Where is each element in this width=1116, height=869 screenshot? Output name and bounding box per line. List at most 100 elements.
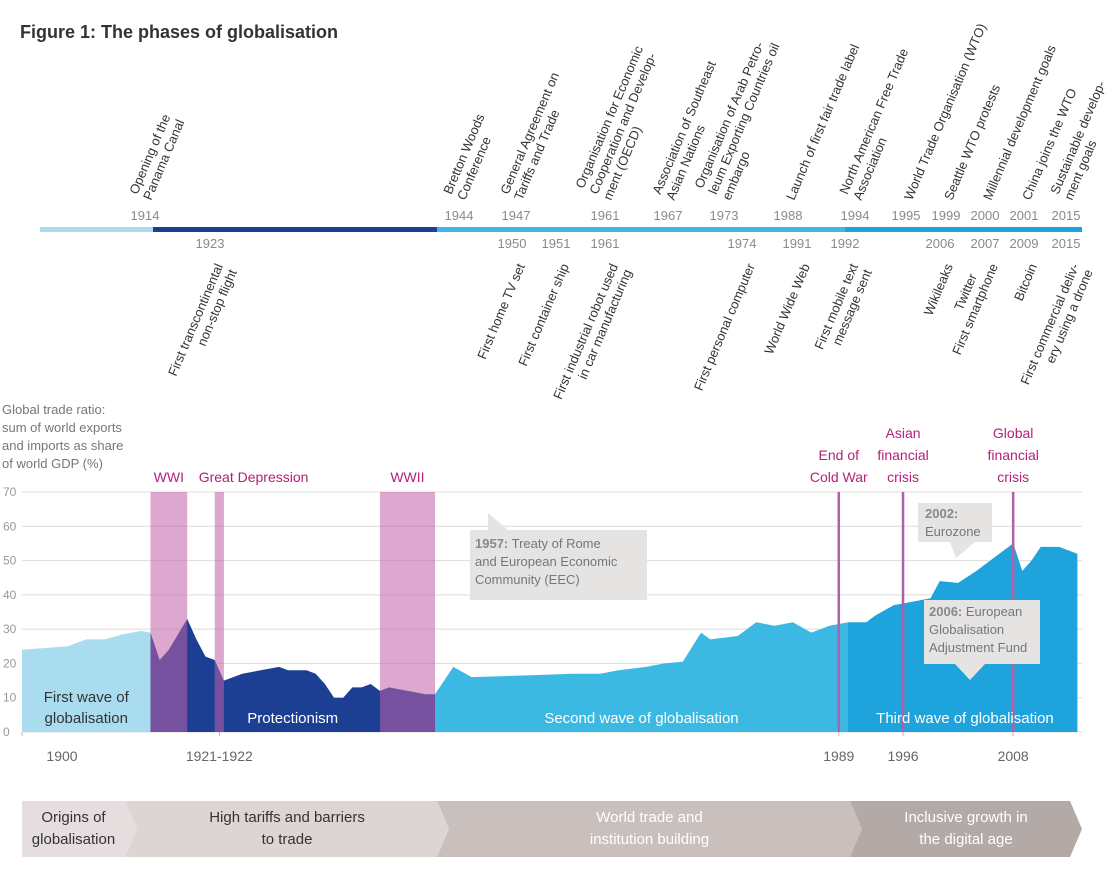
event-band bbox=[214, 492, 224, 732]
timeline-year: 1951 bbox=[542, 236, 571, 251]
timeline-year: 1988 bbox=[774, 208, 803, 223]
phase-arrow bbox=[125, 801, 449, 857]
y-tick-label: 70 bbox=[3, 485, 17, 499]
y-tick-label: 50 bbox=[3, 554, 17, 568]
timeline-year: 2000 bbox=[971, 208, 1000, 223]
annotation-pointer bbox=[955, 664, 985, 680]
timeline-event: First home TV set bbox=[474, 261, 528, 361]
annotation-line: Community (EEC) bbox=[475, 572, 580, 587]
timeline-bar bbox=[40, 227, 153, 232]
annotation-line: Treaty of Rome bbox=[512, 536, 601, 551]
x-tick-label: 1921-1922 bbox=[186, 748, 253, 764]
timeline-label: Wikileaks bbox=[921, 261, 956, 318]
timeline-event: World Wide Web bbox=[761, 261, 813, 356]
y-tick-label: 60 bbox=[3, 519, 17, 533]
y-tick-label: 20 bbox=[3, 656, 17, 670]
timeline-year: 2009 bbox=[1010, 236, 1039, 251]
period-label: Protectionism bbox=[247, 710, 338, 727]
y-tick-label: 10 bbox=[3, 691, 17, 705]
y-axis-label: of world GDP (%) bbox=[2, 456, 103, 471]
timeline-bar bbox=[437, 227, 845, 232]
annotation-text: 1957: Treaty of Rome bbox=[475, 536, 601, 551]
timeline-year: 1974 bbox=[728, 236, 757, 251]
annotation-line: Adjustment Fund bbox=[929, 640, 1027, 655]
event-label: financial bbox=[987, 447, 1038, 463]
event-label: Cold War bbox=[810, 469, 868, 485]
figure-title: Figure 1: The phases of globalisation bbox=[20, 22, 338, 42]
annotation-text: 2006: European bbox=[929, 604, 1022, 619]
timeline-year: 1973 bbox=[710, 208, 739, 223]
timeline-year: 1999 bbox=[932, 208, 961, 223]
phase-arrow bbox=[850, 801, 1082, 857]
x-tick-label: 1900 bbox=[46, 748, 77, 764]
timeline-label: First container ship bbox=[515, 261, 572, 368]
annotation: 2002: Eurozone bbox=[918, 503, 992, 558]
timeline-year: 1947 bbox=[502, 208, 531, 223]
timeline-year: 1991 bbox=[783, 236, 812, 251]
timeline-label: First home TV set bbox=[474, 261, 528, 361]
x-tick-label: 1996 bbox=[887, 748, 918, 764]
event-label: crisis bbox=[997, 469, 1029, 485]
timeline-label: Bitcoin bbox=[1011, 261, 1040, 303]
timeline-bar bbox=[153, 227, 437, 232]
event-label: Asian bbox=[886, 425, 921, 441]
y-axis-label: sum of world exports bbox=[2, 420, 122, 435]
event-band bbox=[379, 492, 435, 732]
phase-label: globalisation bbox=[32, 831, 115, 848]
annotation-year: 2006: bbox=[929, 604, 962, 619]
phase-label: Origins of bbox=[41, 809, 106, 826]
timeline-year: 1944 bbox=[445, 208, 474, 223]
timeline-year: 2006 bbox=[926, 236, 955, 251]
event-label: Global bbox=[993, 425, 1033, 441]
timeline-year: 1992 bbox=[831, 236, 860, 251]
timeline-bar bbox=[845, 227, 1082, 232]
x-tick-label: 2008 bbox=[998, 748, 1029, 764]
y-axis-label: Global trade ratio: bbox=[2, 402, 105, 417]
timeline-event: Bitcoin bbox=[1011, 261, 1040, 303]
y-axis-label: and imports as share bbox=[2, 438, 123, 453]
timeline-event: First personal computer bbox=[691, 261, 758, 393]
phase-label: to trade bbox=[262, 831, 313, 848]
annotation-box bbox=[924, 600, 1040, 664]
period-label: Third wave of globalisation bbox=[876, 710, 1054, 727]
trade-area bbox=[22, 543, 1078, 732]
event-label: financial bbox=[877, 447, 928, 463]
annotation-pointer bbox=[950, 542, 975, 558]
event-label: WWI bbox=[154, 469, 184, 485]
phase-arrow bbox=[22, 801, 137, 857]
event-band bbox=[150, 492, 188, 732]
y-tick-label: 0 bbox=[3, 725, 10, 739]
timeline-year: 1994 bbox=[841, 208, 870, 223]
timeline-year: 1914 bbox=[131, 208, 160, 223]
timeline-event: First container ship bbox=[515, 261, 572, 368]
annotation-line: Eurozone bbox=[925, 524, 981, 539]
timeline-year: 2001 bbox=[1010, 208, 1039, 223]
phase-label: the digital age bbox=[919, 831, 1012, 848]
timeline-event: Millennial development goals bbox=[980, 42, 1059, 202]
x-tick-label: 1989 bbox=[823, 748, 854, 764]
timeline-year: 1967 bbox=[654, 208, 683, 223]
annotation-pointer bbox=[488, 513, 508, 530]
event-label: crisis bbox=[887, 469, 919, 485]
timeline-year: 1950 bbox=[498, 236, 527, 251]
event-label: End of bbox=[819, 447, 860, 463]
annotation-box bbox=[918, 503, 992, 542]
timeline-year: 1923 bbox=[196, 236, 225, 251]
timeline-year: 1961 bbox=[591, 236, 620, 251]
phase-label: Inclusive growth in bbox=[904, 809, 1027, 826]
annotation: 2006: European Globalisation Adjustment … bbox=[924, 600, 1040, 680]
y-tick-label: 30 bbox=[3, 622, 17, 636]
phase-arrow bbox=[437, 801, 862, 857]
annotation-line: European bbox=[966, 604, 1022, 619]
event-label: Great Depression bbox=[199, 469, 309, 485]
annotation-line: Globalisation bbox=[929, 622, 1004, 637]
phase-label: World trade and bbox=[596, 809, 702, 826]
y-tick-label: 40 bbox=[3, 588, 17, 602]
